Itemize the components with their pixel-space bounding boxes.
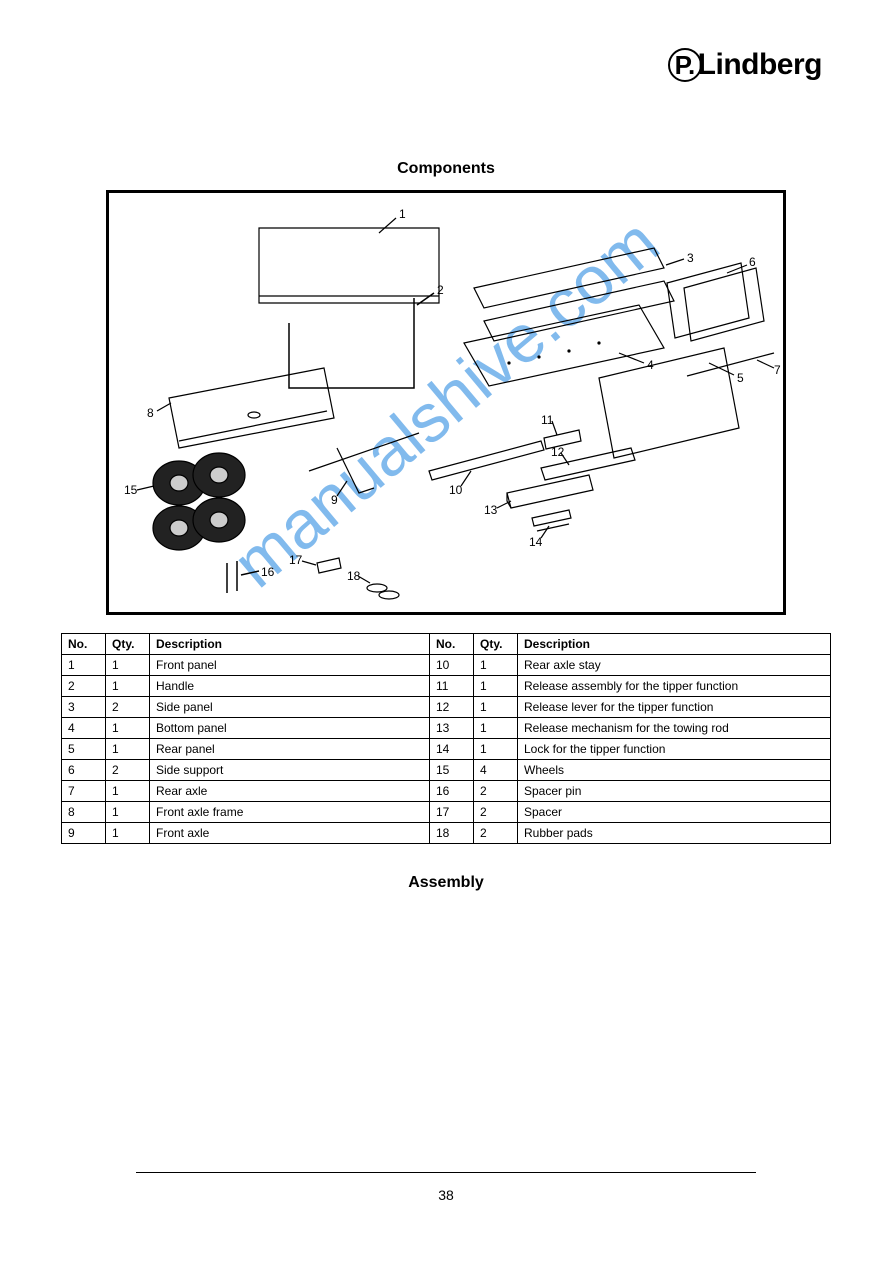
table-cell: 10 bbox=[430, 655, 474, 676]
table-row: 71Rear axle162Spacer pin bbox=[62, 781, 831, 802]
table-row: 81Front axle frame172Spacer bbox=[62, 802, 831, 823]
table-cell: 1 bbox=[106, 739, 150, 760]
part-label-6: 6 bbox=[749, 255, 756, 269]
brand-logo: P.Lindberg bbox=[668, 48, 822, 82]
table-cell: 1 bbox=[106, 655, 150, 676]
part-label-10: 10 bbox=[449, 483, 462, 497]
table-cell: 18 bbox=[430, 823, 474, 844]
col-desc-1: Description bbox=[150, 634, 430, 655]
table-cell: 1 bbox=[474, 718, 518, 739]
table-cell: 16 bbox=[430, 781, 474, 802]
table-cell: 1 bbox=[106, 676, 150, 697]
table-cell: Release assembly for the tipper function bbox=[518, 676, 831, 697]
table-cell: 4 bbox=[474, 760, 518, 781]
table-row: 91Front axle182Rubber pads bbox=[62, 823, 831, 844]
part-label-11: 11 bbox=[541, 413, 553, 427]
table-cell: Front axle bbox=[150, 823, 430, 844]
part-label-9: 9 bbox=[331, 493, 338, 507]
table-cell: Rear axle bbox=[150, 781, 430, 802]
table-cell: Handle bbox=[150, 676, 430, 697]
table-cell: 5 bbox=[62, 739, 106, 760]
table-cell: 1 bbox=[106, 823, 150, 844]
table-cell: 2 bbox=[474, 781, 518, 802]
table-cell: 2 bbox=[474, 802, 518, 823]
table-cell: 17 bbox=[430, 802, 474, 823]
exploded-diagram: manualshive.com bbox=[106, 190, 786, 615]
table-cell: Release mechanism for the towing rod bbox=[518, 718, 831, 739]
table-row: 62Side support154Wheels bbox=[62, 760, 831, 781]
table-cell: Wheels bbox=[518, 760, 831, 781]
table-row: 32Side panel121Release lever for the tip… bbox=[62, 697, 831, 718]
table-cell: 2 bbox=[62, 676, 106, 697]
col-qty-1: Qty. bbox=[106, 634, 150, 655]
table-cell: 11 bbox=[430, 676, 474, 697]
col-no-2: No. bbox=[430, 634, 474, 655]
part-label-7: 7 bbox=[774, 363, 781, 377]
part-label-14: 14 bbox=[529, 535, 542, 549]
table-cell: 2 bbox=[106, 697, 150, 718]
logo-circle: P. bbox=[668, 48, 702, 82]
table-header-row: No. Qty. Description No. Qty. Descriptio… bbox=[62, 634, 831, 655]
part-label-1: 1 bbox=[399, 207, 406, 221]
table-cell: 2 bbox=[474, 823, 518, 844]
table-cell: 3 bbox=[62, 697, 106, 718]
table-row: 11Front panel101Rear axle stay bbox=[62, 655, 831, 676]
part-label-16: 16 bbox=[261, 565, 274, 579]
table-cell: 1 bbox=[474, 655, 518, 676]
table-cell: Side panel bbox=[150, 697, 430, 718]
part-label-18: 18 bbox=[347, 569, 360, 583]
table-cell: Spacer bbox=[518, 802, 831, 823]
table-cell: Bottom panel bbox=[150, 718, 430, 739]
table-cell: Front panel bbox=[150, 655, 430, 676]
col-no-1: No. bbox=[62, 634, 106, 655]
table-cell: 14 bbox=[430, 739, 474, 760]
table-cell: Side support bbox=[150, 760, 430, 781]
table-cell: Rubber pads bbox=[518, 823, 831, 844]
part-label-12: 12 bbox=[551, 445, 564, 459]
table-cell: Spacer pin bbox=[518, 781, 831, 802]
table-row: 41Bottom panel131Release mechanism for t… bbox=[62, 718, 831, 739]
table-cell: Rear panel bbox=[150, 739, 430, 760]
part-label-3: 3 bbox=[687, 251, 694, 265]
table-row: 51Rear panel141Lock for the tipper funct… bbox=[62, 739, 831, 760]
table-cell: 1 bbox=[474, 676, 518, 697]
table-cell: 12 bbox=[430, 697, 474, 718]
table-cell: 1 bbox=[474, 697, 518, 718]
table-row: 21Handle111Release assembly for the tipp… bbox=[62, 676, 831, 697]
table-cell: 8 bbox=[62, 802, 106, 823]
col-qty-2: Qty. bbox=[474, 634, 518, 655]
table-cell: 7 bbox=[62, 781, 106, 802]
part-label-8: 8 bbox=[147, 406, 154, 420]
table-cell: 13 bbox=[430, 718, 474, 739]
col-desc-2: Description bbox=[518, 634, 831, 655]
table-cell: 4 bbox=[62, 718, 106, 739]
footer-rule bbox=[136, 1172, 756, 1173]
table-cell: 6 bbox=[62, 760, 106, 781]
part-label-5: 5 bbox=[737, 371, 744, 385]
components-heading: Components bbox=[60, 160, 832, 178]
table-cell: Release lever for the tipper function bbox=[518, 697, 831, 718]
table-cell: 1 bbox=[106, 802, 150, 823]
table-cell: Lock for the tipper function bbox=[518, 739, 831, 760]
part-label-13: 13 bbox=[484, 503, 497, 517]
assembly-heading: Assembly bbox=[60, 874, 832, 892]
page-number: 38 bbox=[438, 1187, 454, 1203]
table-cell: 15 bbox=[430, 760, 474, 781]
logo-text: Lindberg bbox=[698, 48, 822, 82]
table-cell: Rear axle stay bbox=[518, 655, 831, 676]
table-cell: 1 bbox=[106, 718, 150, 739]
table-cell: Front axle frame bbox=[150, 802, 430, 823]
part-label-2: 2 bbox=[437, 283, 444, 297]
part-label-4: 4 bbox=[647, 358, 654, 372]
table-body: 11Front panel101Rear axle stay21Handle11… bbox=[62, 655, 831, 844]
table-cell: 9 bbox=[62, 823, 106, 844]
table-cell: 1 bbox=[62, 655, 106, 676]
table-cell: 2 bbox=[106, 760, 150, 781]
table-cell: 1 bbox=[474, 739, 518, 760]
table-cell: 1 bbox=[106, 781, 150, 802]
part-label-15: 15 bbox=[124, 483, 137, 497]
part-label-17: 17 bbox=[289, 553, 302, 567]
parts-table: No. Qty. Description No. Qty. Descriptio… bbox=[61, 633, 831, 844]
